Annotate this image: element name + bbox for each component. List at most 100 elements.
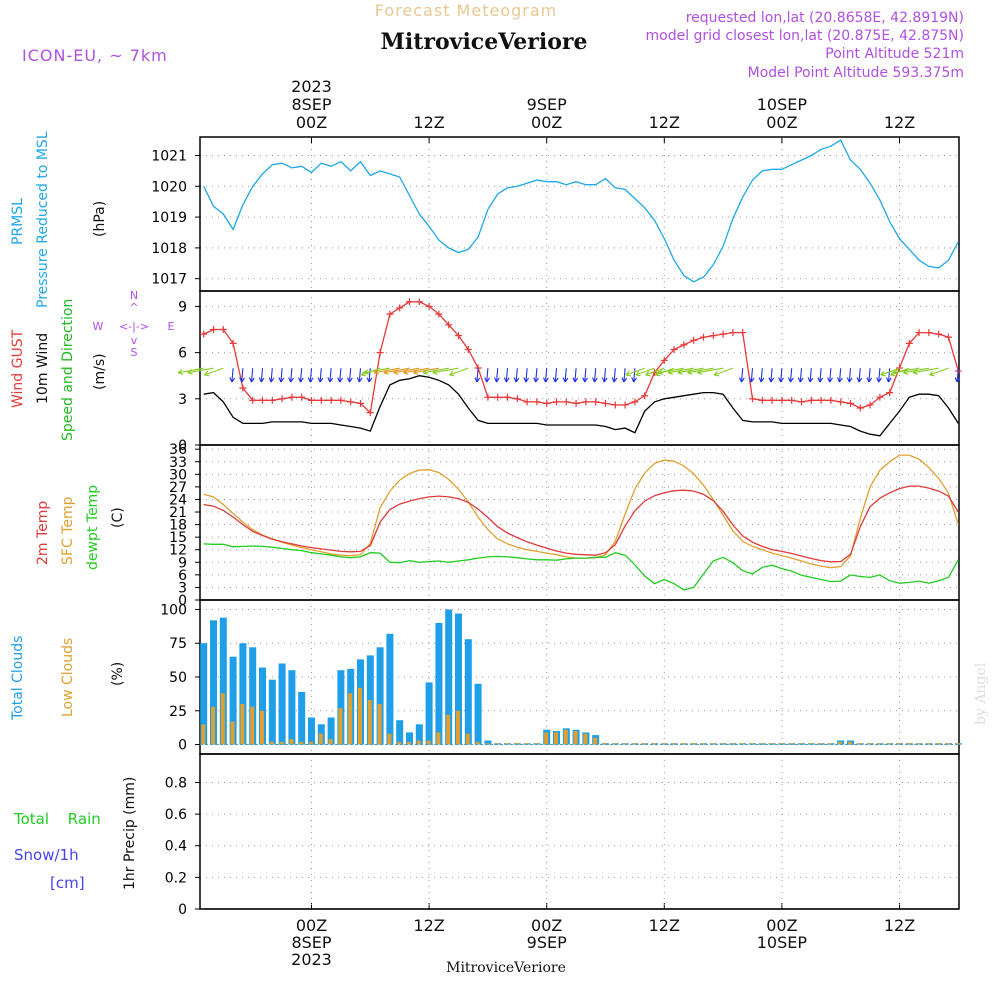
requested-coords: requested lon,lat (20.8658E, 42.8919N) [686,10,964,26]
wind-direction-arrow [621,368,628,383]
y-tick-label: 0 [178,593,187,609]
compass-down: v [131,334,138,347]
wind-direction-arrow [778,368,784,383]
wind-gust-line-marker [631,398,639,406]
wind-direction-arrow [503,368,510,383]
pressure-unit-label: (hPa) [92,201,108,237]
wind-direction-arrow [317,368,324,383]
wind-gust-line-marker [504,393,511,401]
wind-gust-line-marker [210,326,217,333]
low-cloud-bar [857,743,862,745]
y-tick-label: 3 [178,392,187,408]
wind-direction-arrow [474,368,481,383]
panel-frame [199,290,960,446]
wind-gust-line-marker [925,329,933,337]
wind-direction-arrow [797,368,804,383]
bottom-time-label: 9SEP [527,933,567,952]
bottom-time-label: 12Z [649,916,680,935]
clouds-unit-label: (%) [110,662,126,686]
total-cloud-bar [396,720,404,745]
wind-gust-line-marker [621,401,629,409]
snow-unit-label: [cm] [50,874,85,892]
bottom-time-label: 12Z [413,916,444,935]
low-cloud-bar [926,743,931,745]
y-tick-label: 75 [169,636,187,652]
wind-gust-line-marker [611,401,619,409]
y-tick-label: 3 [178,580,187,596]
wind-direction-arrow [572,368,579,383]
low-cloud-bar [799,743,803,745]
low-cloud-bar [387,733,392,745]
wind-direction-arrow [307,368,314,383]
wind-direction-arrow [748,368,755,383]
wind-gust-line-marker [856,404,864,412]
point-altitude: Point Altitude 521m [825,46,964,62]
wind-gust-line-marker [406,298,413,306]
low-cloud-bar [583,733,588,745]
wind-gust-line-marker [935,330,943,338]
wind-direction-arrow [449,367,469,377]
wind-gust-line-marker [719,330,727,338]
top-time-label: 12Z [413,113,444,132]
top-time-label: 12Z [649,113,680,132]
gust-label: Wind GUST [10,329,26,408]
wind-direction-arrow [533,368,539,383]
wind-direction-arrow [929,367,949,377]
total-cloud-bar [337,670,345,745]
y-tick-label: 0.8 [165,775,187,791]
wind-gust-line-marker [945,333,952,341]
total-cloud-bar [259,667,266,745]
wind-direction-arrow [866,368,873,383]
wind10m-label: 10m Wind [35,333,51,404]
wind-gust-line-marker [778,396,786,404]
low-cloud-bar [524,743,529,745]
low-cloud-bar [338,708,343,745]
bottom-time-label: 00Z [766,916,797,935]
wind-direction-arrow [552,368,559,383]
y-tick-label: 24 [169,492,187,508]
sfc-temp-line [203,454,959,569]
wind-direction-arrow [697,367,724,375]
wind-panel: Wind GUST 10m Wind Speed and Direction (… [10,289,962,454]
low-cloud-bar [818,743,823,745]
wind-gust-line-marker [445,321,453,329]
wind-direction-arrow [337,368,343,383]
wind-direction-arrow [432,367,459,375]
wind-gust-line-marker [817,396,825,404]
wind-gust-line-marker [317,396,325,404]
wind-gust-line-marker [200,330,208,338]
total-cloud-bar [376,647,384,745]
bottom-time-label: 8SEP [291,933,331,952]
wind-gust-line-marker [700,333,707,341]
wind-direction-arrow [645,367,665,377]
wind-gust-line-marker [308,396,315,404]
low-cloud-bar [779,743,784,745]
wind-gust-line-marker [827,396,835,404]
bottom-time-label: 00Z [296,916,327,935]
closest-coords: model grid closest lon,lat (20.875E, 42.… [645,28,964,44]
wind-direction-arrow [885,368,892,383]
low-cloud-bar [544,732,549,745]
wind-gust-line-marker [602,399,609,407]
wind-direction-arrow [582,368,588,383]
temperature-panel: 2m Temp SFC Temp dewpt Temp (C) 03691215… [35,442,960,609]
wind-gust-line-marker [572,399,580,407]
top-time-label: 9SEP [527,95,567,114]
low-cloud-bar [573,731,578,745]
low-cloud-bar [838,741,843,745]
total-cloud-bar [327,717,335,745]
wind-gust-line-marker [219,326,227,333]
y-tick-label: 0.6 [165,807,187,823]
wind-gust-line-marker [415,298,423,306]
y-tick-label: 6 [178,568,187,584]
top-time-label: 00Z [531,113,562,132]
low-cloud-bar [936,743,941,745]
total-cloud-bar [484,740,492,745]
temp2m-label: 2m Temp [35,501,51,565]
low-cloud-bar [946,743,950,745]
dewpt-label: dewpt Temp [85,485,101,570]
wind-direction-arrow [278,368,285,383]
low-cloud-bar [916,743,921,745]
low-cloud-bar [691,743,696,745]
wind-unit-label: (m/s) [92,353,108,390]
